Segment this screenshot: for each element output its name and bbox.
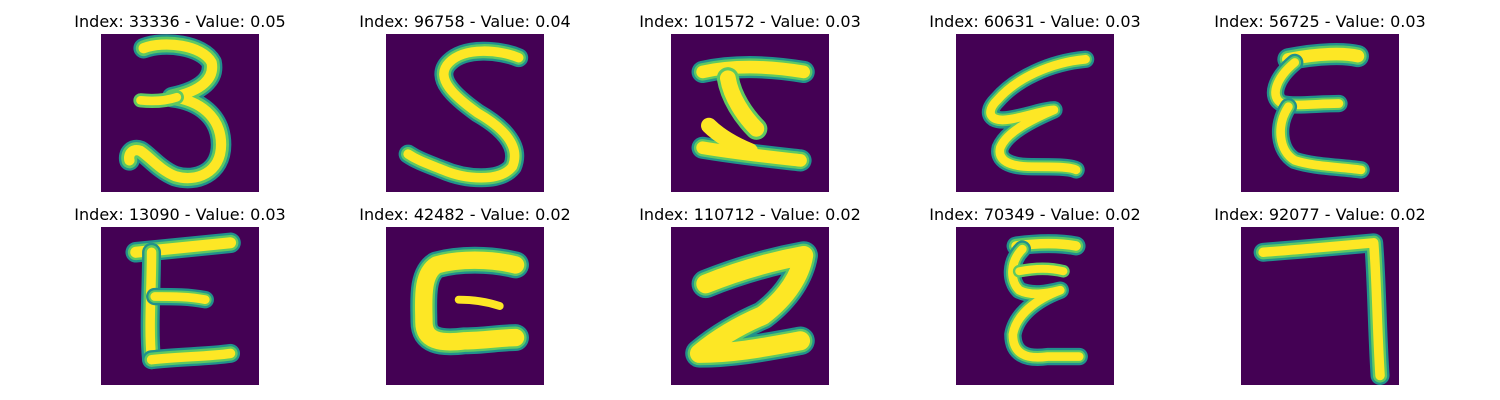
digit-image-z: [671, 227, 829, 385]
cell-title: Index: 101572 - Value: 0.03: [639, 12, 861, 31]
grid-cell-2: Index: 96758 - Value: 0.04: [359, 12, 571, 192]
cell-title: Index: 60631 - Value: 0.03: [929, 12, 1141, 31]
cell-title: Index: 56725 - Value: 0.03: [1214, 12, 1426, 31]
digit-image-epsilon: [956, 34, 1114, 192]
digit-image-e: [1241, 34, 1399, 192]
grid-cell-9: Index: 70349 - Value: 0.02: [929, 205, 1141, 385]
grid-cell-3: Index: 101572 - Value: 0.03: [639, 12, 861, 192]
digit-image-s: [386, 34, 544, 192]
digit-image-e: [101, 227, 259, 385]
grid-cell-4: Index: 60631 - Value: 0.03: [929, 12, 1141, 192]
grid-cell-5: Index: 56725 - Value: 0.03: [1214, 12, 1426, 192]
cell-title: Index: 92077 - Value: 0.02: [1214, 205, 1426, 224]
cell-title: Index: 110712 - Value: 0.02: [639, 205, 861, 224]
cell-title: Index: 33336 - Value: 0.05: [74, 12, 286, 31]
grid-cell-1: Index: 33336 - Value: 0.05: [74, 12, 286, 192]
digit-image-7: [1241, 227, 1399, 385]
grid-cell-6: Index: 13090 - Value: 0.03: [74, 205, 286, 385]
cell-title: Index: 42482 - Value: 0.02: [359, 205, 571, 224]
grid-cell-10: Index: 92077 - Value: 0.02: [1214, 205, 1426, 385]
digit-image-3: [101, 34, 259, 192]
digit-image-xi: [671, 34, 829, 192]
digit-image-c: [386, 227, 544, 385]
cell-title: Index: 70349 - Value: 0.02: [929, 205, 1141, 224]
cell-title: Index: 13090 - Value: 0.03: [74, 205, 286, 224]
digit-image-epsilon: [956, 227, 1114, 385]
grid-cell-8: Index: 110712 - Value: 0.02: [639, 205, 861, 385]
cell-title: Index: 96758 - Value: 0.04: [359, 12, 571, 31]
grid-cell-7: Index: 42482 - Value: 0.02: [359, 205, 571, 385]
